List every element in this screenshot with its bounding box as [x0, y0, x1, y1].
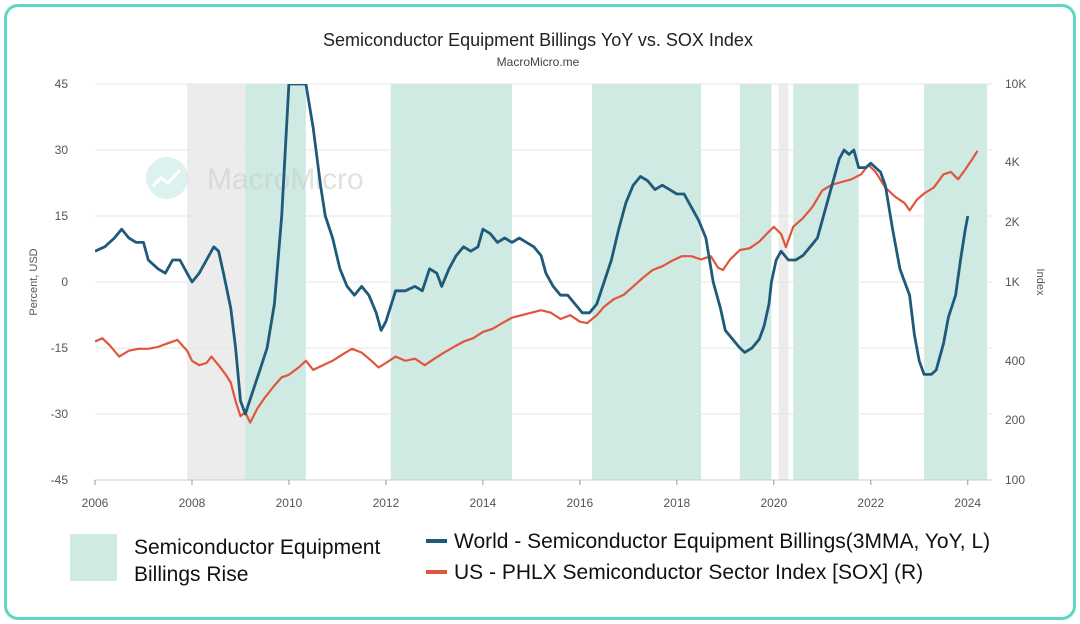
x-tick-5: 2016: [567, 496, 594, 510]
legend-us-label: US - PHLX Semiconductor Sector Index [SO…: [454, 561, 923, 584]
y-right-tick-1: 4K: [1005, 155, 1020, 169]
y-right-tick-4: 400: [1005, 354, 1025, 368]
chart-logo-icon: [146, 157, 188, 199]
chart-logo-icon-line: [151, 168, 182, 188]
chart-subtitle: MacroMicro.me: [497, 55, 580, 69]
chart-frame: [4, 4, 1076, 620]
y-left-tick-4: -15: [51, 341, 69, 355]
y-left-tick-6: -45: [51, 473, 69, 487]
series-us-sox-line: [95, 150, 979, 424]
y-left-tick-2: 15: [55, 209, 69, 223]
legend-band-swatch: [70, 534, 117, 581]
legend-band-label: Semiconductor Equipment: [134, 536, 380, 559]
x-tick-9: 2024: [954, 496, 981, 510]
series-world-billings-line: [95, 84, 970, 416]
legend-band-label-line2: Billings Rise: [134, 563, 248, 586]
axis-ticks: 45 30 15 0 -15 -30 -45 10K 4K 2K 1K 400 200 100 2006 20…: [51, 77, 1027, 510]
x-tick-7: 2020: [760, 496, 787, 510]
x-tick-6: 2018: [663, 496, 690, 510]
watermark: MacroMicro: [146, 157, 364, 199]
y-right-tick-5: 200: [1005, 413, 1025, 427]
x-tick-1: 2008: [179, 496, 206, 510]
x-tick-0: 2006: [82, 496, 109, 510]
y-left-tick-0: 45: [55, 77, 69, 91]
y-axis-right-title: Index: [1034, 269, 1046, 296]
legend-world-label: World - Semiconductor Equipment Billings…: [454, 530, 990, 553]
chart-title: Semiconductor Equipment Billings YoY vs.…: [323, 30, 753, 50]
x-tick-8: 2022: [857, 496, 884, 510]
legend: Semiconductor Equipment Billings Rise Wo…: [70, 530, 990, 586]
x-tick-3: 2012: [373, 496, 400, 510]
x-tick-4: 2014: [470, 496, 497, 510]
y-right-tick-6: 100: [1005, 473, 1025, 487]
series-lines: [95, 84, 979, 424]
y-left-tick-5: -30: [51, 407, 69, 421]
y-right-tick-2: 2K: [1005, 215, 1020, 229]
y-left-tick-1: 30: [55, 143, 69, 157]
y-left-tick-3: 0: [61, 275, 68, 289]
x-tick-2: 2010: [276, 496, 303, 510]
y-right-tick-0: 10K: [1005, 77, 1026, 91]
y-axis-left-title: Percent, USD: [28, 248, 40, 315]
y-right-tick-3: 1K: [1005, 275, 1020, 289]
